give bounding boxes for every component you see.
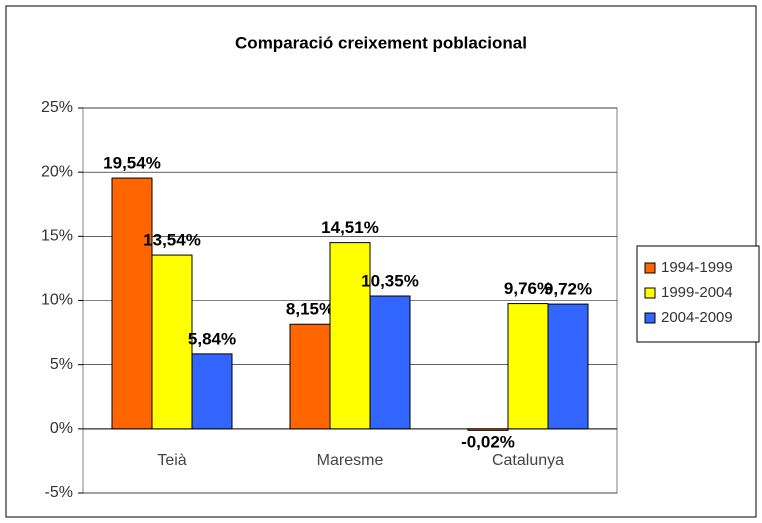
legend-swatch (644, 312, 656, 324)
data-label: 5,84% (188, 329, 236, 348)
y-tick-label: 10% (41, 292, 73, 309)
bar (547, 303, 589, 430)
chart-title: Comparació creixement poblacional (235, 33, 527, 52)
bar (467, 428, 509, 431)
bar (507, 303, 549, 430)
x-tick-label: Maresme (317, 452, 384, 469)
y-tick-label: 15% (41, 228, 73, 245)
bar (191, 353, 233, 430)
y-tick-label: 5% (50, 356, 73, 373)
bar (289, 323, 331, 430)
data-label: 8,15% (286, 300, 334, 319)
data-label: 14,51% (321, 218, 379, 237)
bar (151, 254, 193, 430)
legend-box (636, 245, 760, 343)
data-label: -0,02% (461, 432, 515, 451)
bar (369, 295, 411, 430)
y-tick-label: 25% (41, 99, 73, 116)
data-label: 9,76% (504, 279, 552, 298)
legend-label: 1994-1999 (661, 259, 733, 276)
data-label: 13,54% (143, 231, 201, 250)
y-tick-label: 0% (50, 420, 73, 437)
legend-swatch (644, 287, 656, 299)
bar (329, 242, 371, 430)
legend-label: 1999-2004 (661, 284, 733, 301)
x-tick-label: Teià (157, 452, 186, 469)
legend-swatch (644, 262, 656, 274)
bar (111, 177, 153, 430)
y-tick-label: -5% (45, 484, 73, 501)
x-tick-label: Catalunya (492, 452, 564, 469)
legend-label: 2004-2009 (661, 309, 733, 326)
data-label: 9,72% (544, 280, 592, 299)
y-tick-label: 20% (41, 163, 73, 180)
data-label: 19,54% (103, 154, 161, 173)
data-label: 10,35% (361, 271, 419, 290)
